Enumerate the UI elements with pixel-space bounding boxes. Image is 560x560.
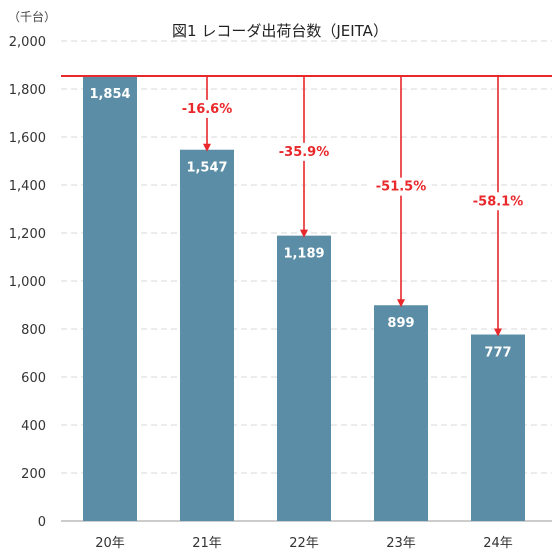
x-tick-label: 23年	[386, 536, 416, 551]
y-tick-label: 800	[21, 323, 46, 338]
bar-value-label: 777	[484, 346, 511, 361]
x-tick-label: 21年	[192, 536, 222, 551]
change-label-background	[370, 177, 432, 196]
x-tick-label: 20年	[95, 536, 125, 551]
bar-21年	[180, 149, 234, 521]
y-tick-label: 1,200	[9, 227, 46, 242]
y-tick-label: 1,600	[9, 131, 46, 146]
bar-20年	[83, 76, 137, 521]
bar-24年	[471, 334, 525, 521]
bar-value-label: 1,189	[283, 247, 324, 262]
y-tick-label: 1,800	[9, 83, 46, 98]
bar-22年	[277, 235, 331, 521]
change-label-background	[273, 142, 335, 161]
change-percent-label: -58.1%	[473, 194, 524, 209]
y-tick-label: 2,000	[9, 35, 46, 50]
change-label-background	[467, 192, 529, 211]
x-tick-label: 24年	[483, 536, 513, 551]
bar-value-label: 1,854	[89, 87, 130, 102]
change-percent-label: -16.6%	[182, 102, 233, 117]
change-percent-label: -51.5%	[376, 180, 427, 195]
bar-value-label: 1,547	[186, 161, 227, 176]
bar-23年	[374, 305, 428, 521]
x-tick-label: 22年	[289, 536, 319, 551]
change-percent-label: -35.9%	[279, 145, 330, 160]
change-label-background	[176, 99, 238, 118]
bar-value-label: 899	[387, 316, 414, 331]
y-tick-label: 400	[21, 419, 46, 434]
y-tick-label: 600	[21, 371, 46, 386]
y-axis-unit-label: （千台）	[8, 9, 56, 24]
chart-title: 図1 レコーダ出荷台数（JEITA）	[172, 22, 388, 40]
y-tick-label: 200	[21, 467, 46, 482]
y-tick-label: 1,400	[9, 179, 46, 194]
y-tick-label: 1,000	[9, 275, 46, 290]
y-tick-label: 0	[38, 515, 46, 530]
